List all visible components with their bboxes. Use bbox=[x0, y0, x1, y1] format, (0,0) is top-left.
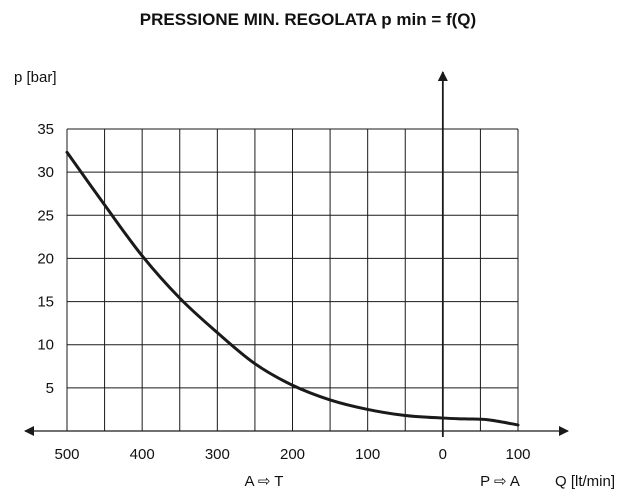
y-tick-label: 5 bbox=[46, 380, 54, 397]
y-tick-label: 20 bbox=[37, 250, 54, 267]
x-direction-left-label: A ⇨ T bbox=[245, 473, 284, 490]
x-tick-label: 400 bbox=[130, 446, 155, 463]
y-tick-label: 30 bbox=[37, 164, 54, 181]
y-tick-labels: 5 10 15 20 25 30 35 bbox=[37, 121, 54, 397]
x-direction-right-label: P ⇨ A bbox=[480, 473, 520, 490]
chart-title: PRESSIONE MIN. REGOLATA p min = f(Q) bbox=[140, 10, 476, 29]
x-tick-label: 500 bbox=[54, 446, 79, 463]
x-tick-labels: 500 400 300 200 100 0 100 bbox=[54, 446, 530, 463]
x-axis-label: Q [lt/min] bbox=[555, 473, 615, 490]
x-tick-label: 200 bbox=[280, 446, 305, 463]
y-tick-label: 25 bbox=[37, 207, 54, 224]
x-tick-label: 100 bbox=[355, 446, 380, 463]
y-tick-label: 10 bbox=[37, 337, 54, 354]
x-tick-label: 100 bbox=[505, 446, 530, 463]
y-axis-label: p [bar] bbox=[14, 69, 57, 86]
x-tick-label: 300 bbox=[205, 446, 230, 463]
axes bbox=[24, 71, 569, 437]
y-tick-label: 15 bbox=[37, 294, 54, 311]
y-tick-label: 35 bbox=[37, 121, 54, 138]
x-tick-label: 0 bbox=[439, 446, 447, 463]
series-line bbox=[65, 150, 520, 427]
series bbox=[65, 150, 520, 427]
